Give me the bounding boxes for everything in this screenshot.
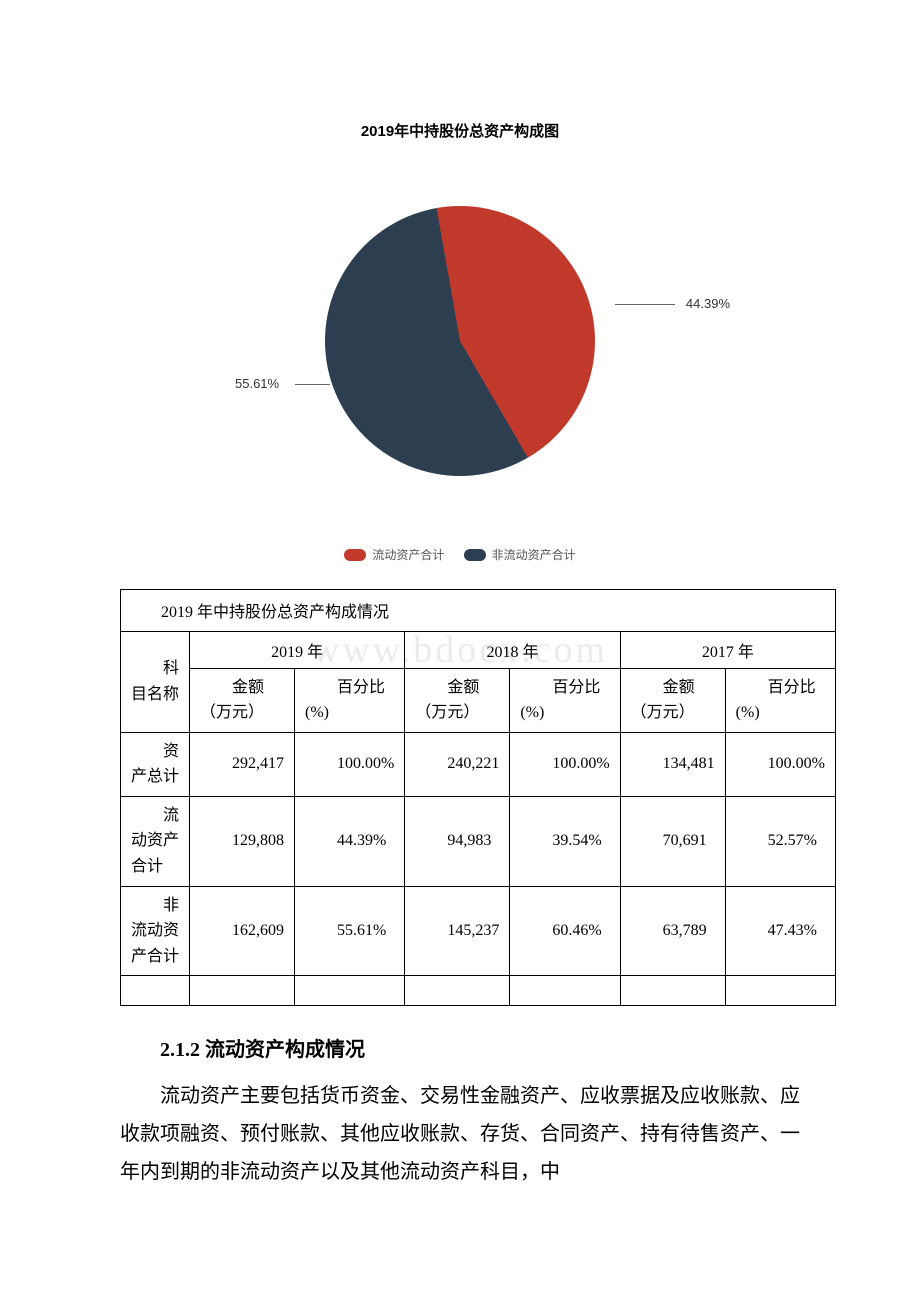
table-row: 流动资产合计 129,808 44.39% 94,983 39.54% 70,6… — [121, 796, 836, 886]
cell: 129,808 — [190, 796, 295, 886]
legend-swatch-noncurrent — [464, 549, 486, 561]
sub-pct-2018: 百分比(%) — [510, 668, 620, 732]
table-row: 资产总计 292,417 100.00% 240,221 100.00% 134… — [121, 732, 836, 796]
cell: 60.46% — [510, 886, 620, 976]
col-header-2019: 2019 年 — [190, 631, 405, 668]
cell: 100.00% — [725, 732, 835, 796]
cell: 145,237 — [405, 886, 510, 976]
chart-title: 2019年中持股份总资产构成图 — [0, 120, 920, 141]
pie-chart: 44.39% 55.61% — [100, 181, 820, 501]
cell-name: 流动资产合计 — [121, 796, 190, 886]
legend-label-noncurrent: 非流动资产合计 — [492, 546, 576, 563]
sub-amt-2018: 金额（万元） — [405, 668, 510, 732]
cell: 39.54% — [510, 796, 620, 886]
asset-table: 2019 年中持股份总资产构成情况 科目名称 2019 年 2018 年 201… — [120, 589, 800, 1007]
table-title-row: 2019 年中持股份总资产构成情况 — [121, 589, 836, 631]
cell: 63,789 — [620, 886, 725, 976]
cell: 134,481 — [620, 732, 725, 796]
cell: 100.00% — [295, 732, 405, 796]
section-heading: 2.1.2 流动资产构成情况 — [120, 1031, 800, 1069]
body-text: 2.1.2 流动资产构成情况 流动资产主要包括货币资金、交易性金融资产、应收票据… — [120, 1031, 800, 1191]
cell: 44.39% — [295, 796, 405, 886]
chart-legend: 流动资产合计 非流动资产合计 — [0, 546, 920, 564]
col-header-2017: 2017 年 — [620, 631, 835, 668]
sub-amt-2017: 金额（万元） — [620, 668, 725, 732]
cell: 240,221 — [405, 732, 510, 796]
sub-pct-2019: 百分比(%) — [295, 668, 405, 732]
pie-chart-section: 2019年中持股份总资产构成图 44.39% 55.61% 流动资产合计 非流动… — [0, 0, 920, 564]
cell: 55.61% — [295, 886, 405, 976]
sub-pct-2017: 百分比(%) — [725, 668, 835, 732]
section-paragraph: 流动资产主要包括货币资金、交易性金融资产、应收票据及应收账款、应收款项融资、预付… — [120, 1077, 800, 1191]
cell: 94,983 — [405, 796, 510, 886]
cell-name: 非流动资产合计 — [121, 886, 190, 976]
cell: 162,609 — [190, 886, 295, 976]
cell-name: 资产总计 — [121, 732, 190, 796]
table-title: 2019 年中持股份总资产构成情况 — [121, 589, 836, 631]
col-header-2018: 2018 年 — [405, 631, 620, 668]
cell: 100.00% — [510, 732, 620, 796]
pie-label-noncurrent: 55.61% — [235, 376, 279, 391]
leader-line-left — [295, 384, 330, 385]
leader-line-right — [615, 304, 675, 305]
legend-item-current: 流动资产合计 — [344, 546, 444, 563]
table-header-sub: 金额（万元） 百分比(%) 金额（万元） 百分比(%) 金额（万元） 百分比(%… — [121, 668, 836, 732]
cell: 47.43% — [725, 886, 835, 976]
cell: 70,691 — [620, 796, 725, 886]
pie-label-current: 44.39% — [686, 296, 730, 311]
cell: 292,417 — [190, 732, 295, 796]
table-empty-row — [121, 976, 836, 1006]
legend-label-current: 流动资产合计 — [372, 546, 444, 563]
cell: 52.57% — [725, 796, 835, 886]
sub-amt-2019: 金额（万元） — [190, 668, 295, 732]
table-row: 非流动资产合计 162,609 55.61% 145,237 60.46% 63… — [121, 886, 836, 976]
col-header-name: 科目名称 — [121, 631, 190, 732]
legend-item-noncurrent: 非流动资产合计 — [464, 546, 576, 563]
pie-graphic — [325, 206, 595, 476]
table-header-years: 科目名称 2019 年 2018 年 2017 年 — [121, 631, 836, 668]
legend-swatch-current — [344, 549, 366, 561]
